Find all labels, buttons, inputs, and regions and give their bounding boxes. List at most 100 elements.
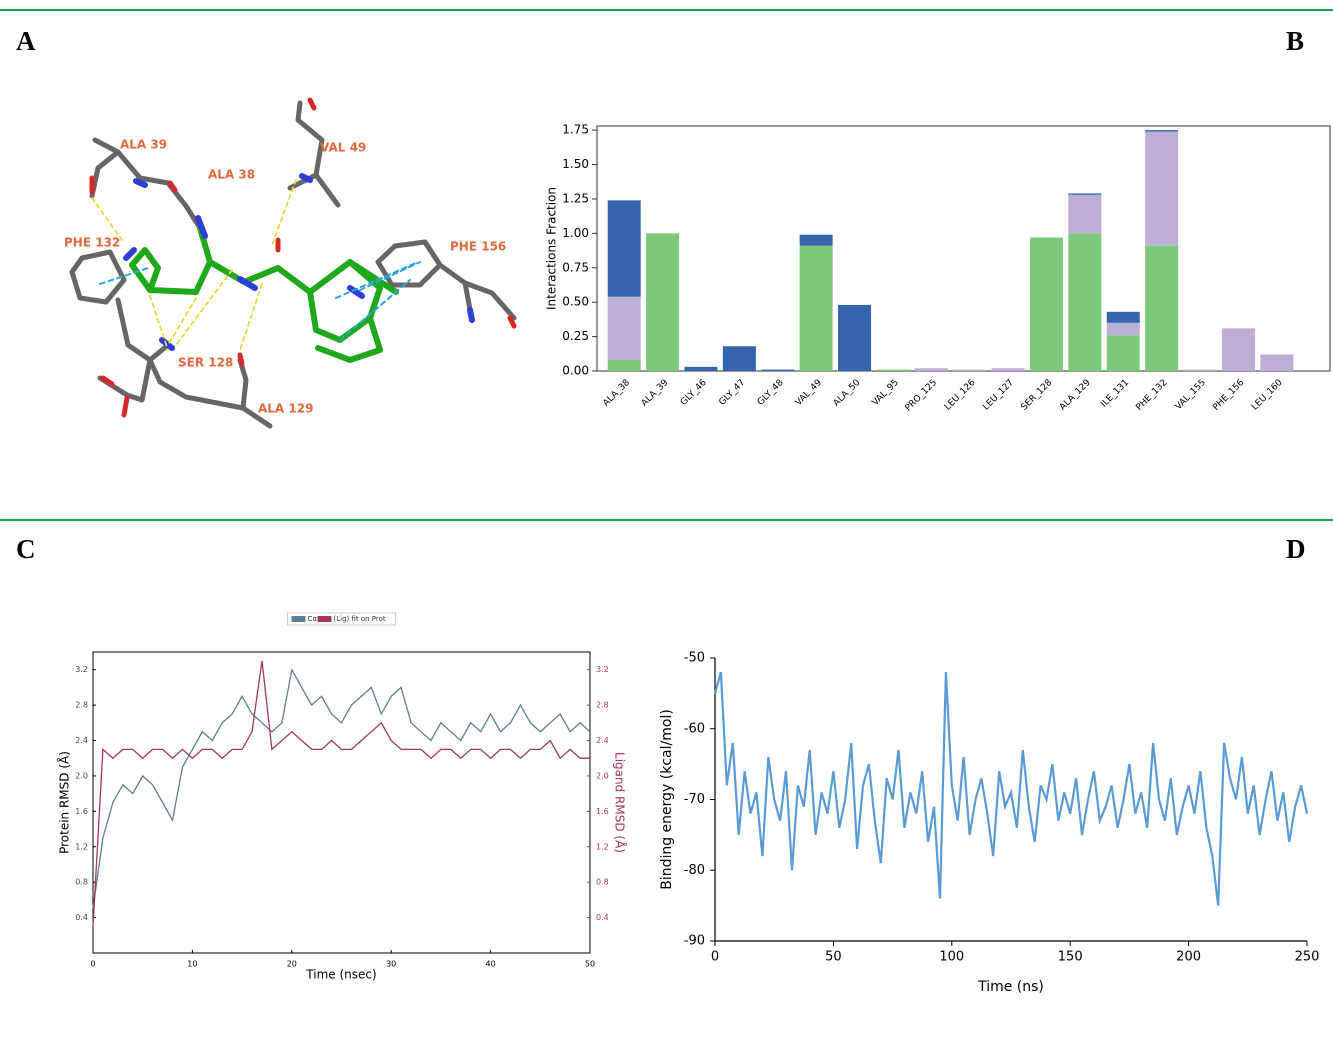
bar-segment <box>953 370 986 371</box>
y2-tick-label: 0.8 <box>596 878 609 887</box>
y-tick-label: 0.75 <box>562 260 589 274</box>
figure: A B C D <box>0 0 1333 1064</box>
bar-segment <box>876 370 909 371</box>
bar-segment <box>1068 233 1101 371</box>
bar-segment <box>608 297 641 360</box>
legend-swatch <box>318 616 332 622</box>
x-tick-label: PHE_156 <box>1211 378 1246 413</box>
residue-label: ALA 39 <box>120 138 167 152</box>
y-tick-label: -60 <box>684 721 705 736</box>
bar-segment <box>684 367 717 371</box>
residue-label: PHE 156 <box>450 240 506 254</box>
y-tick-label: -70 <box>684 792 705 807</box>
x-axis-label: Time (nsec) <box>305 968 376 982</box>
bar-segment <box>608 360 641 371</box>
x-tick-label: 40 <box>486 960 496 969</box>
x-tick-label: PRO_125 <box>904 378 940 414</box>
x-tick-label: VAL_49 <box>794 378 824 408</box>
x-tick-label: 10 <box>187 960 197 969</box>
bar-segment <box>646 233 679 371</box>
bar-segment <box>1107 335 1140 371</box>
x-tick-label: ALA_39 <box>640 378 671 409</box>
bar-segment <box>1222 328 1255 371</box>
bar-segment <box>1145 130 1178 131</box>
bar-segment <box>608 200 641 296</box>
bar-segment <box>800 235 833 246</box>
bar-segment <box>1068 195 1101 234</box>
x-tick-label: 150 <box>1058 950 1083 965</box>
y-axis-label: Interactions Fraction <box>545 187 559 310</box>
y2-tick-label: 2.8 <box>596 701 609 710</box>
y-tick-label: 0.25 <box>562 329 589 343</box>
y2-tick-label: 1.6 <box>596 807 609 816</box>
y-tick-label: 1.75 <box>562 123 589 137</box>
bar-segment <box>1107 323 1140 335</box>
x-tick-label: 30 <box>386 960 396 969</box>
residue-label: SER 128 <box>178 356 233 370</box>
x-tick-label: 250 <box>1295 950 1320 965</box>
bar-segment <box>761 370 794 371</box>
y-axis-label: Binding energy (kcal/mol) <box>659 709 675 890</box>
y-tick-label: 1.25 <box>562 191 589 205</box>
bar-segment <box>1068 193 1101 194</box>
y-tick-label: 0.00 <box>562 364 589 378</box>
legend-label: Cα <box>308 615 318 623</box>
y-tick-label: -90 <box>684 934 705 949</box>
bar-segment <box>1030 237 1063 371</box>
y2-tick-label: 3.2 <box>596 665 609 674</box>
line-series <box>715 672 1307 905</box>
x-tick-label: ALA_50 <box>832 378 863 409</box>
x-axis-label: Time (ns) <box>977 979 1044 995</box>
panel-label: D <box>1286 534 1306 564</box>
residue-label: PHE 132 <box>64 236 120 250</box>
x-tick-label: LEU_127 <box>981 378 1016 413</box>
x-tick-label: LEU_126 <box>943 378 978 413</box>
plot-frame <box>93 652 590 953</box>
x-tick-label: VAL_155 <box>1174 378 1208 412</box>
x-tick-label: ALA_38 <box>601 378 632 409</box>
x-tick-label: 0 <box>90 960 95 969</box>
y-tick-label: 1.6 <box>75 807 88 816</box>
y-axis-label: Protein RMSD (Å) <box>57 751 72 854</box>
x-tick-label: 100 <box>939 950 964 965</box>
x-tick-label: 200 <box>1176 950 1201 965</box>
panel-label: A <box>16 26 36 56</box>
bar-segment <box>1107 312 1140 323</box>
x-tick-label: 50 <box>825 950 842 965</box>
bar-segment <box>723 346 756 371</box>
x-tick-label: SER_128 <box>1019 378 1054 413</box>
x-tick-label: 0 <box>711 950 719 965</box>
y-tick-label: 0.50 <box>562 295 589 309</box>
y-tick-label: 1.2 <box>75 842 88 851</box>
line-series <box>93 670 590 909</box>
panel-label: C <box>16 534 36 564</box>
bar-segment <box>915 368 948 371</box>
line-series <box>93 661 590 927</box>
residue-label: ALA 38 <box>208 168 255 182</box>
x-tick-label: PHE_132 <box>1134 378 1169 413</box>
y2-tick-label: 2.0 <box>596 771 609 780</box>
residue-label: VAL 49 <box>320 141 366 155</box>
y-tick-label: -80 <box>684 863 705 878</box>
y-tick-label: 2.8 <box>75 701 88 710</box>
x-tick-label: LEU_160 <box>1250 378 1285 413</box>
bar-segment <box>800 246 833 371</box>
y2-tick-label: 0.4 <box>596 913 609 922</box>
x-tick-label: VAL_95 <box>871 378 901 408</box>
x-tick-label: ALA_129 <box>1058 378 1093 413</box>
y2-axis-label: Ligand RMSD (Å) <box>613 752 628 853</box>
x-tick-label: GLY_47 <box>717 378 747 408</box>
y-tick-label: 2.0 <box>75 771 88 780</box>
y-tick-label: 0.8 <box>75 878 88 887</box>
bar-segment <box>1145 246 1178 371</box>
x-tick-label: ILE_131 <box>1099 378 1131 410</box>
y-tick-label: -50 <box>684 651 705 666</box>
y-tick-label: 2.4 <box>75 736 88 745</box>
x-tick-label: 50 <box>585 960 595 969</box>
y2-tick-label: 2.4 <box>596 736 609 745</box>
plot-frame <box>597 126 1330 371</box>
legend-label: (Lig) fit on Prot <box>334 615 386 623</box>
bar-segment <box>838 305 871 371</box>
residue-label: ALA 129 <box>258 402 313 416</box>
x-tick-label: GLY_48 <box>756 378 786 408</box>
